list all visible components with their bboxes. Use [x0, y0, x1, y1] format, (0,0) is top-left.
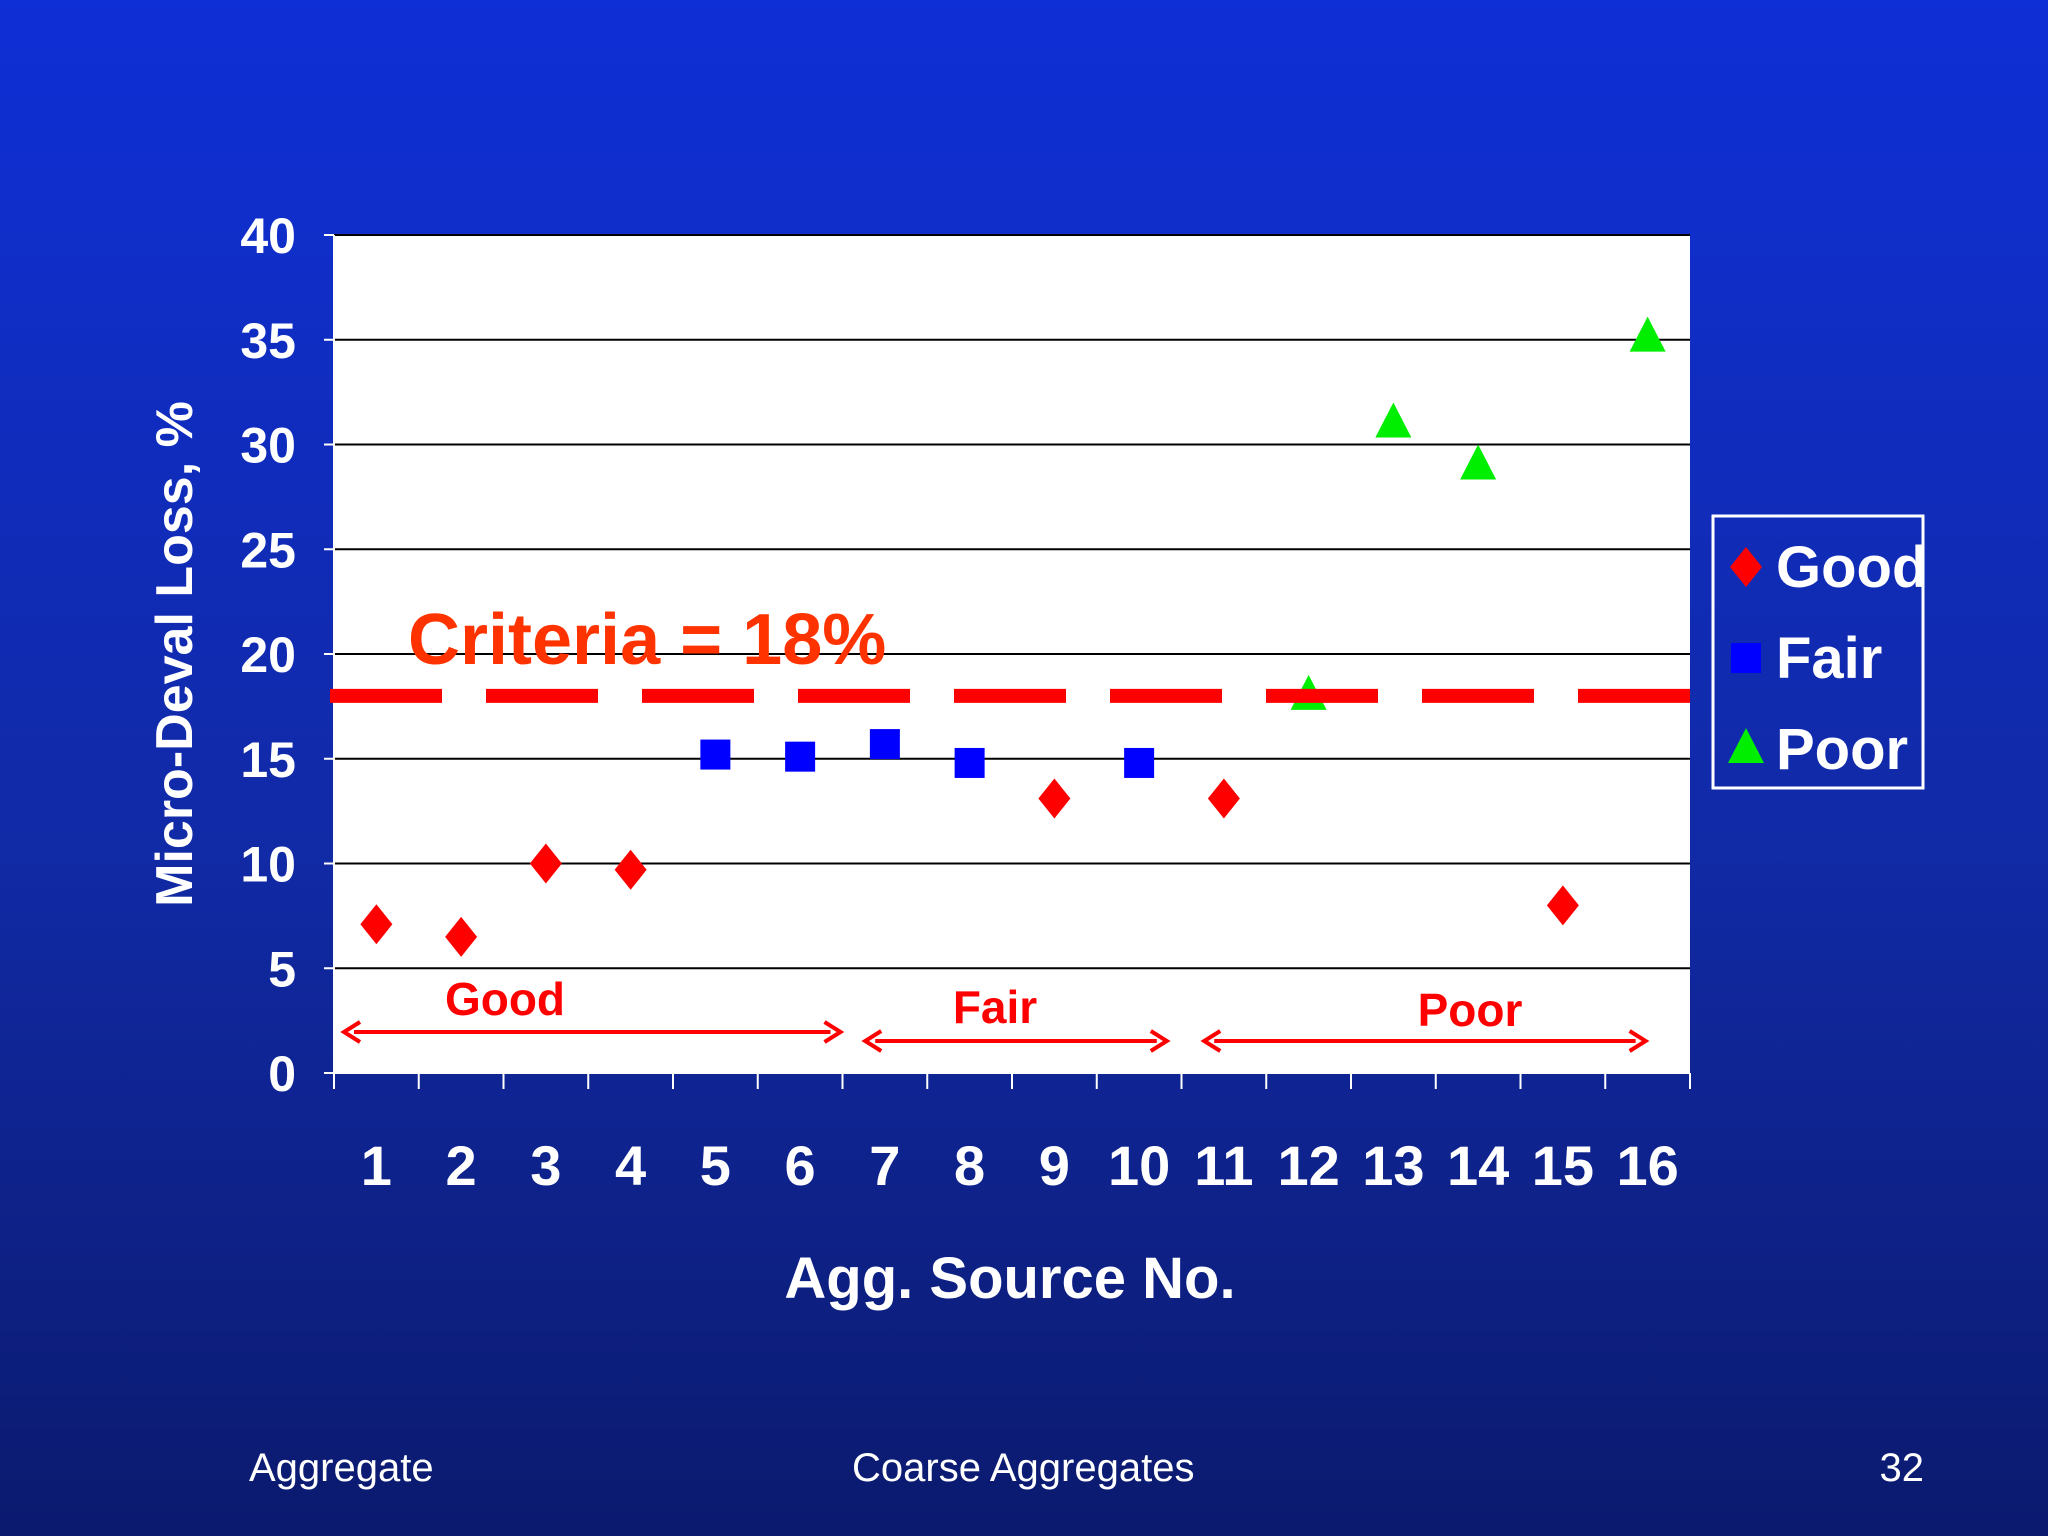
point-poor-16 — [1629, 316, 1666, 352]
range-label-poor: Poor — [1418, 984, 1523, 1036]
point-fair-6 — [785, 741, 816, 772]
y-tick-label-0: 0 — [268, 1046, 296, 1102]
range-label-good: Good — [445, 973, 565, 1025]
legend-box — [1711, 514, 1925, 790]
x-tick-label-6: 6 — [785, 1134, 816, 1197]
y-tick-label-40: 40 — [240, 208, 296, 264]
x-tick-label-2: 2 — [446, 1134, 477, 1197]
x-axis-title: Agg. Source No. — [784, 1246, 1235, 1311]
point-fair-8 — [954, 747, 985, 778]
point-fair-7 — [869, 729, 900, 760]
range-arrow-left-head-poor — [1200, 1029, 1222, 1053]
x-tick-label-14: 14 — [1447, 1134, 1509, 1197]
x-tick-label-15: 15 — [1532, 1134, 1594, 1197]
y-tick-label-25: 25 — [240, 522, 296, 578]
range-label-fair: Fair — [953, 981, 1037, 1033]
x-tick-label-11: 11 — [1194, 1134, 1253, 1197]
annotations: Criteria = 18% Good Fair Poor — [330, 600, 1696, 1053]
x-tick-label-7: 7 — [869, 1134, 900, 1197]
y-tick-label-10: 10 — [240, 837, 296, 893]
point-good-2 — [445, 916, 478, 957]
point-good-4 — [614, 849, 647, 890]
x-tick-label-4: 4 — [615, 1134, 646, 1197]
y-tick-label-35: 35 — [240, 313, 296, 369]
y-tick-label-15: 15 — [240, 732, 296, 788]
footer-left: Aggregate — [249, 1446, 434, 1490]
y-tick-label-30: 30 — [240, 418, 296, 474]
range-arrow-right-head-poor — [1628, 1029, 1650, 1053]
markers — [360, 316, 1666, 957]
legend-marker-good — [1730, 547, 1762, 587]
x-tick-label-1: 1 — [361, 1134, 392, 1197]
x-tick-label-8: 8 — [954, 1134, 985, 1197]
plot-area — [334, 234, 1690, 1073]
point-poor-14 — [1460, 444, 1497, 480]
point-good-15 — [1546, 885, 1579, 926]
range-arrow-right-head-good — [823, 1020, 845, 1044]
footer-page-number: 32 — [1879, 1446, 1925, 1490]
legend-label-good: Good — [1776, 535, 1927, 600]
point-fair-10 — [1124, 747, 1155, 778]
y-tick-label-20: 20 — [240, 627, 296, 683]
range-arrow-right-head-fair — [1149, 1029, 1171, 1053]
range-arrow-left-head-good — [340, 1020, 362, 1044]
point-poor-13 — [1375, 402, 1412, 438]
footer-center: Coarse Aggregates — [852, 1446, 1195, 1490]
y-axis-title: Micro-Deval Loss, % — [146, 401, 204, 907]
criteria-label: Criteria = 18% — [408, 600, 886, 680]
point-good-1 — [360, 904, 393, 945]
range-arrow-left-head-fair — [861, 1029, 883, 1053]
legend-label-poor: Poor — [1776, 717, 1908, 782]
legend-marker-poor — [1728, 728, 1764, 763]
legend-label-fair: Fair — [1776, 626, 1882, 691]
x-tick-label-9: 9 — [1039, 1134, 1070, 1197]
x-tick-label-12: 12 — [1277, 1134, 1339, 1197]
x-tick-label-13: 13 — [1362, 1134, 1424, 1197]
y-tick-label-5: 5 — [268, 941, 296, 997]
legend-marker-fair — [1731, 643, 1761, 673]
point-good-9 — [1038, 778, 1071, 819]
x-tick-label-5: 5 — [700, 1134, 731, 1197]
x-tick-label-10: 10 — [1108, 1134, 1170, 1197]
x-tick-label-16: 16 — [1616, 1134, 1678, 1197]
x-tick-label-3: 3 — [530, 1134, 561, 1197]
point-fair-5 — [700, 739, 731, 770]
legend: Good Fair Poor — [1711, 514, 1927, 790]
point-good-11 — [1207, 778, 1240, 819]
point-good-3 — [529, 843, 562, 884]
